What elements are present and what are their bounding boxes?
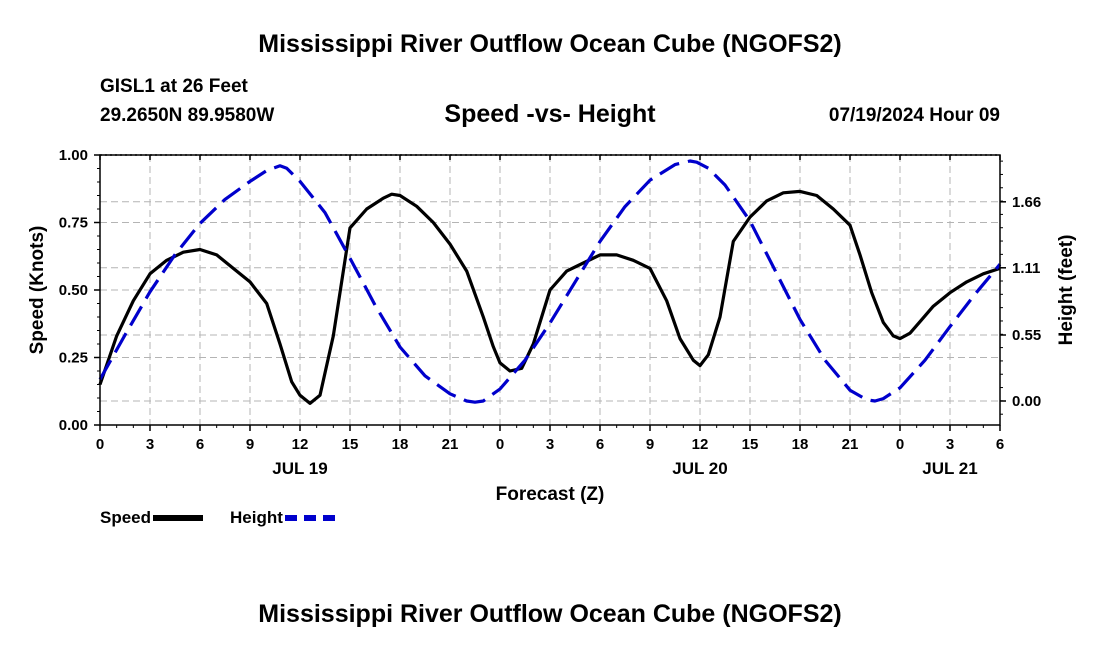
x-tick-label: 0 [896, 436, 904, 453]
x-tick-label: 12 [292, 436, 309, 453]
x-tick-label: 0 [96, 436, 104, 453]
y-right-tick-label: 1.11 [1012, 260, 1040, 277]
station-label: GISL1 at 26 Feet [100, 76, 248, 97]
x-tick-label: 6 [596, 436, 604, 453]
x-date-label: JUL 19 [272, 459, 327, 478]
x-tick-label: 0 [496, 436, 504, 453]
chart-subtitle: Speed -vs- Height [444, 100, 656, 128]
x-tick-label: 3 [946, 436, 954, 453]
y-left-tick-label: 1.00 [59, 147, 88, 164]
chart-title: Mississippi River Outflow Ocean Cube (NG… [258, 30, 842, 58]
axes-layer [94, 154, 1006, 431]
x-tick-label: 12 [692, 436, 709, 453]
legend-height: Height [230, 508, 335, 528]
legend-speed: Speed [100, 508, 204, 528]
x-date-label: JUL 21 [922, 459, 977, 478]
station-coordinates: 29.2650N 89.9580W [100, 105, 275, 126]
legend-speed-label: Speed [100, 508, 152, 527]
x-tick-label: 15 [742, 436, 759, 453]
legend-speed-swatch [153, 515, 204, 521]
y-left-tick-label: 0.50 [59, 282, 88, 299]
y-right-tick-label: 1.66 [1012, 194, 1041, 211]
y-left-tick-label: 0.75 [59, 215, 88, 232]
x-tick-label: 9 [246, 436, 254, 453]
x-tick-label: 6 [996, 436, 1004, 453]
series-layer [98, 159, 1002, 405]
legend-height-swatch [284, 515, 335, 521]
y-left-tick-label: 0.00 [59, 417, 88, 434]
grid-layer [100, 155, 1000, 425]
y-right-tick-label: 0.00 [1012, 393, 1041, 410]
x-tick-label: 3 [146, 436, 154, 453]
legend-height-label: Height [230, 508, 283, 527]
x-tick-label: 18 [792, 436, 809, 453]
forecast-datetime: 07/19/2024 Hour 09 [828, 105, 1000, 126]
x-tick-label: 18 [392, 436, 409, 453]
y-right-axis-label: Height (feet) [1056, 235, 1077, 346]
series-line-speed [98, 189, 1001, 405]
labels-layer: 0 3 6 9 12 15 18 21 0 3 6 9 12 15 18 21 0 3 6 JUL 19 JUL 20 J… [27, 147, 1077, 505]
series-line-height [98, 159, 1002, 404]
x-axis-label: Forecast (Z) [496, 484, 605, 505]
footer-title: Mississippi River Outflow Ocean Cube (NG… [258, 600, 842, 628]
x-date-label: JUL 20 [672, 459, 727, 478]
x-tick-label: 9 [646, 436, 654, 453]
x-tick-label: 21 [842, 436, 859, 453]
x-tick-label: 3 [546, 436, 554, 453]
x-tick-label: 21 [442, 436, 459, 453]
y-left-axis-label: Speed (Knots) [27, 226, 48, 355]
x-tick-label: 15 [342, 436, 359, 453]
y-left-tick-label: 0.25 [59, 350, 88, 367]
x-tick-label: 6 [196, 436, 204, 453]
y-right-tick-label: 0.55 [1012, 327, 1041, 344]
